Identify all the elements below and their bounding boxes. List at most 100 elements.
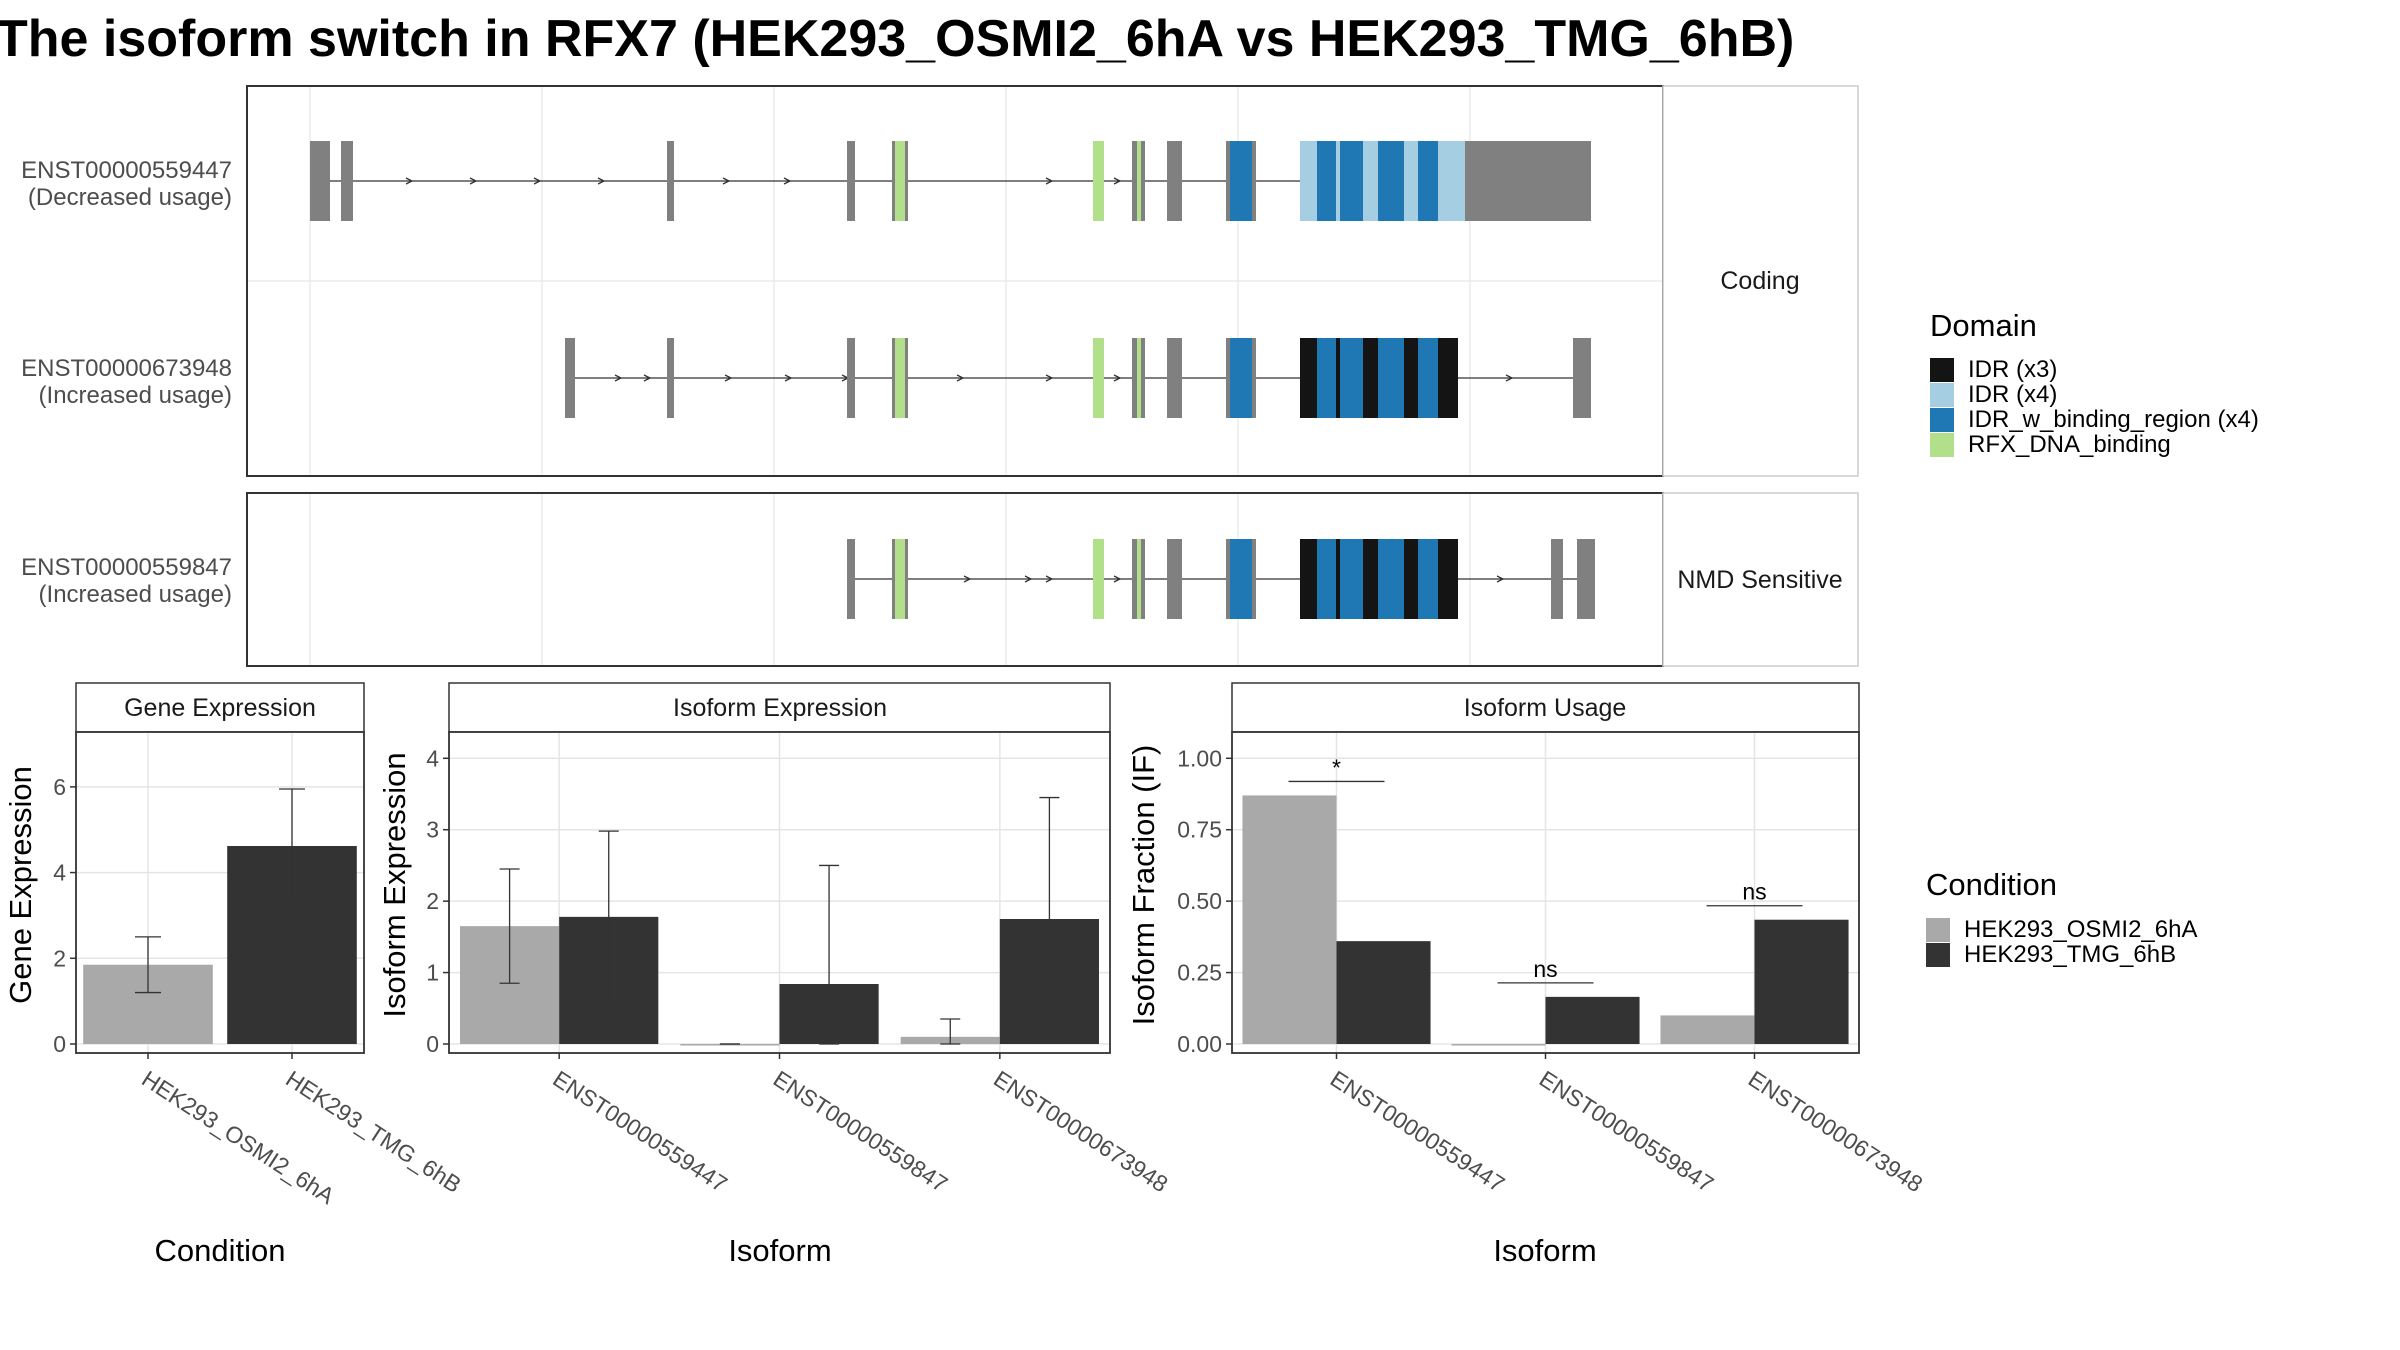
transcript-label-usage: (Decreased usage) — [28, 184, 232, 211]
domain-idr-x4 — [1363, 141, 1378, 221]
y-tick-label: 4 — [426, 745, 439, 771]
exon — [847, 338, 855, 418]
exon — [1167, 141, 1182, 221]
figure-title: The isoform switch in RFX7 (HEK293_OSMI2… — [0, 10, 1794, 68]
domain-legend-title: Domain — [1930, 308, 2037, 343]
bar — [1451, 1044, 1546, 1046]
direction-arrow — [783, 177, 792, 185]
isoform-usage-chart: Isoform Usage Isoform Isoform Fraction (… — [1126, 682, 1927, 1268]
domain-idr-x4 — [1438, 141, 1465, 221]
domain-idr-w-binding-region — [1418, 539, 1438, 619]
domain-rfx-dna-binding — [1137, 338, 1141, 418]
domain-idr-w-binding-region — [1340, 539, 1363, 619]
exon-utr — [1573, 338, 1579, 418]
domain-idr-x4 — [1404, 141, 1418, 221]
transcript-track-ENST00000559447 — [310, 141, 1591, 221]
domain-idr-w-binding-region — [1418, 338, 1438, 418]
strip-nmd-label: NMD Sensitive — [1677, 566, 1842, 594]
gene-expression-xlabel: Condition — [155, 1233, 286, 1268]
transcript-track-ENST00000559847 — [847, 539, 1595, 619]
exon — [310, 141, 330, 221]
direction-arrow — [1045, 177, 1054, 185]
domain-idr-x3 — [1363, 338, 1378, 418]
transcript-label-usage: (Increased usage) — [39, 581, 232, 608]
domain-idr-x4 — [1336, 141, 1340, 221]
condition-legend: Condition HEK293_OSMI2_6hA HEK293_TMG_6h… — [1926, 867, 2197, 968]
exon — [1167, 338, 1182, 418]
isoform-usage-xlabel: Isoform — [1493, 1233, 1596, 1268]
strip-coding-label: Coding — [1720, 267, 1799, 295]
domain-idr-w-binding-region — [1230, 141, 1252, 221]
domain-rfx-dna-binding — [895, 141, 905, 221]
strip-coding-box — [1662, 85, 1859, 477]
direction-arrow — [1045, 575, 1054, 583]
legend-swatch-idr-w-binding — [1930, 408, 1954, 432]
isoform-usage-strip-label: Isoform Usage — [1464, 694, 1627, 722]
plot-border — [75, 731, 365, 1054]
y-tick-label: 0 — [426, 1031, 439, 1057]
significance-label: * — [1332, 754, 1341, 780]
direction-arrow — [1045, 374, 1054, 382]
bar — [1242, 795, 1337, 1044]
transcript-label-id: ENST00000673948 — [21, 355, 232, 382]
exon-utr — [1577, 338, 1591, 418]
significance-label: ns — [1533, 956, 1557, 982]
direction-arrow — [724, 374, 733, 382]
transcript-track-ENST00000673948 — [565, 338, 1591, 418]
domain-rfx-dna-binding — [895, 539, 905, 619]
domain-idr-w-binding-region — [1317, 338, 1336, 418]
exon-utr — [1556, 539, 1563, 619]
direction-arrow — [405, 177, 414, 185]
domain-rfx-dna-binding — [1093, 539, 1104, 619]
x-tick-label: ENST00000559447 — [548, 1065, 732, 1197]
domain-idr-x3 — [1404, 338, 1418, 418]
y-tick-label: 2 — [426, 888, 439, 914]
domain-idr-x3 — [1300, 338, 1317, 418]
direction-arrow — [597, 177, 606, 185]
x-tick-label: ENST00000559447 — [1326, 1065, 1510, 1197]
transcript-label-usage: (Increased usage) — [39, 382, 232, 409]
structure-panel-coding: Coding — [246, 85, 1859, 477]
gene-expression-strip-label: Gene Expression — [124, 694, 316, 722]
domain-idr-w-binding-region — [1317, 141, 1336, 221]
domain-idr-x3 — [1404, 539, 1418, 619]
exon — [341, 141, 353, 221]
direction-arrow — [1024, 575, 1033, 583]
domain-idr-w-binding-region — [1230, 338, 1252, 418]
isoform-usage-ylabel: Isoform Fraction (IF) — [1126, 745, 1161, 1026]
gene-expression-strip — [75, 682, 365, 733]
plot-border — [448, 731, 1111, 1054]
y-tick-label: 0.00 — [1177, 1031, 1222, 1057]
x-tick-label: ENST00000559847 — [769, 1065, 953, 1197]
legend-label-cond-a: HEK293_OSMI2_6hA — [1964, 916, 2197, 943]
domain-idr-x3 — [1363, 539, 1378, 619]
legend-label-idr-x3: IDR (x3) — [1968, 356, 2057, 383]
domain-rfx-dna-binding — [1137, 539, 1141, 619]
direction-arrow — [643, 374, 652, 382]
domain-rfx-dna-binding — [895, 338, 905, 418]
y-tick-label: 1 — [426, 960, 439, 986]
strip-nmd-box — [1662, 492, 1859, 667]
domain-legend: Domain IDR (x3) IDR (x4) IDR_w_binding_r… — [1930, 308, 2259, 458]
exon-utr — [1472, 141, 1591, 221]
y-tick-label: 0.75 — [1177, 817, 1222, 843]
direction-arrow — [1496, 575, 1505, 583]
domain-idr-x3 — [1336, 539, 1340, 619]
direction-arrow — [469, 177, 478, 185]
isoform-expression-strip-label: Isoform Expression — [673, 694, 887, 722]
condition-legend-title: Condition — [1926, 867, 2057, 902]
domain-idr-w-binding-region — [1340, 141, 1363, 221]
direction-arrow — [722, 177, 731, 185]
bar — [1660, 1015, 1755, 1044]
legend-swatch-cond-b — [1926, 943, 1950, 967]
legend-label-idr-w-binding: IDR_w_binding_region (x4) — [1968, 406, 2259, 433]
y-tick-label: 3 — [426, 817, 439, 843]
direction-arrow — [533, 177, 542, 185]
x-tick-label: ENST00000673948 — [989, 1065, 1173, 1197]
transcript-label-id: ENST00000559847 — [21, 554, 232, 581]
plot-border — [1231, 731, 1860, 1054]
direction-arrow — [1505, 374, 1514, 382]
direction-arrow — [1113, 575, 1122, 583]
domain-idr-w-binding-region — [1418, 141, 1438, 221]
